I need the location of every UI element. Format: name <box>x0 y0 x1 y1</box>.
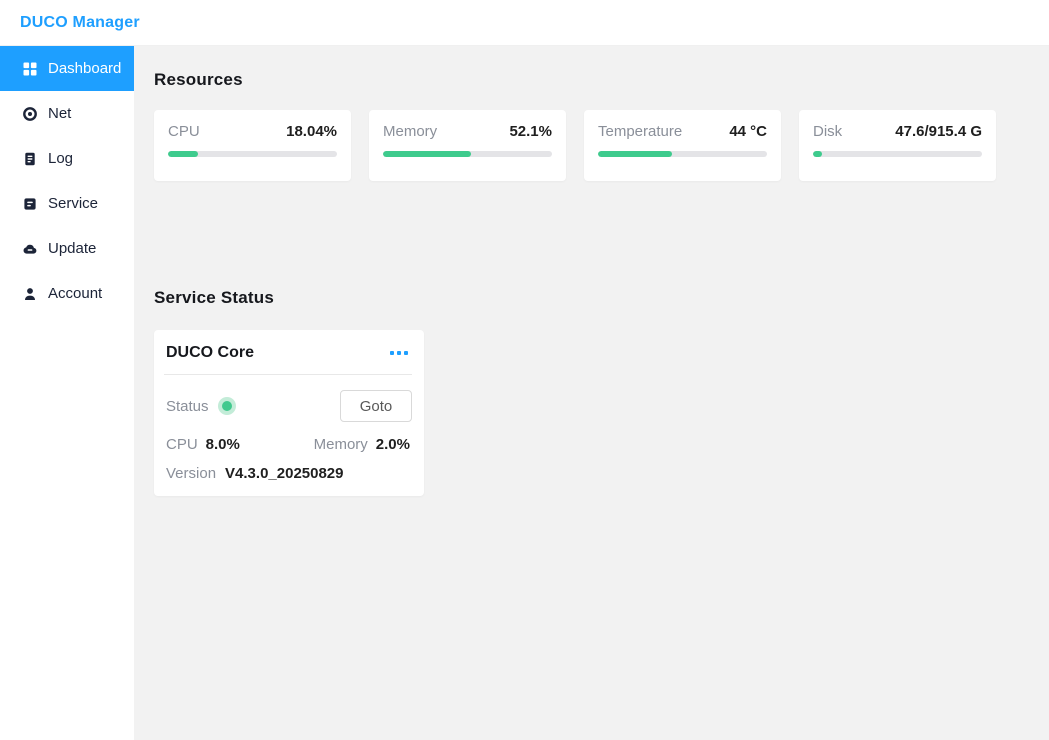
sidebar-item-update[interactable]: Update <box>0 226 134 271</box>
cpu-progress-fill <box>168 151 198 157</box>
resource-cards-row: CPU 18.04% Memory 52.1% Temperature 44 °… <box>154 110 1029 181</box>
resource-label: CPU <box>168 123 200 140</box>
resource-label: Temperature <box>598 123 682 140</box>
sidebar-item-label: Log <box>48 150 73 167</box>
status-running-indicator <box>218 397 236 415</box>
sidebar-item-label: Update <box>48 240 96 257</box>
resource-value: 44 °C <box>729 123 767 140</box>
temperature-progress-bar <box>598 151 767 157</box>
disk-progress-bar <box>813 151 982 157</box>
sidebar-item-service[interactable]: Service <box>0 181 134 226</box>
app-header: DUCO Manager <box>0 0 1049 46</box>
resources-section-title: Resources <box>154 70 1029 90</box>
resource-card-disk: Disk 47.6/915.4 G <box>799 110 996 181</box>
sidebar-item-label: Account <box>48 285 102 302</box>
resource-label: Disk <box>813 123 842 140</box>
service-version-label: Version <box>166 465 216 482</box>
cpu-progress-bar <box>168 151 337 157</box>
memory-progress-bar <box>383 151 552 157</box>
service-memory-value: 2.0% <box>376 436 410 453</box>
resource-label: Memory <box>383 123 437 140</box>
sidebar-item-net[interactable]: Net <box>0 91 134 136</box>
resource-value: 47.6/915.4 G <box>895 123 982 140</box>
sidebar-item-dashboard[interactable]: Dashboard <box>0 46 134 91</box>
ellipsis-menu-icon[interactable] <box>388 347 410 359</box>
service-name: DUCO Core <box>166 344 254 362</box>
service-memory-label: Memory <box>314 436 368 453</box>
service-version-value: V4.3.0_20250829 <box>225 465 343 482</box>
service-status-section-title: Service Status <box>154 288 1029 308</box>
service-cpu-label: CPU <box>166 436 198 453</box>
resource-card-memory: Memory 52.1% <box>369 110 566 181</box>
resource-card-temperature: Temperature 44 °C <box>584 110 781 181</box>
sidebar-item-label: Service <box>48 195 98 212</box>
grid-icon <box>23 62 37 76</box>
clipboard-icon <box>23 152 37 166</box>
app-title: DUCO Manager <box>20 14 140 32</box>
memory-progress-fill <box>383 151 471 157</box>
server-icon <box>23 197 37 211</box>
divider <box>164 374 412 375</box>
target-icon <box>23 107 37 121</box>
sidebar-item-log[interactable]: Log <box>0 136 134 181</box>
service-status-section: Service Status DUCO Core Status Goto <box>154 288 1029 496</box>
sidebar: Dashboard Net Log <box>0 46 134 740</box>
service-cpu-value: 8.0% <box>206 436 240 453</box>
user-icon <box>23 287 37 301</box>
service-card-duco-core: DUCO Core Status Goto CPU 8.0% <box>154 330 424 496</box>
status-dot-icon <box>222 401 232 411</box>
cloud-icon <box>23 242 37 256</box>
temperature-progress-fill <box>598 151 672 157</box>
resource-value: 18.04% <box>286 123 337 140</box>
goto-button[interactable]: Goto <box>340 390 412 422</box>
resource-value: 52.1% <box>509 123 552 140</box>
main-content: Resources CPU 18.04% Memory 52.1% Temper… <box>134 46 1049 740</box>
disk-progress-fill <box>813 151 822 157</box>
sidebar-item-label: Net <box>48 105 71 122</box>
sidebar-item-label: Dashboard <box>48 60 121 77</box>
sidebar-item-account[interactable]: Account <box>0 271 134 316</box>
resource-card-cpu: CPU 18.04% <box>154 110 351 181</box>
status-label: Status <box>166 398 209 415</box>
